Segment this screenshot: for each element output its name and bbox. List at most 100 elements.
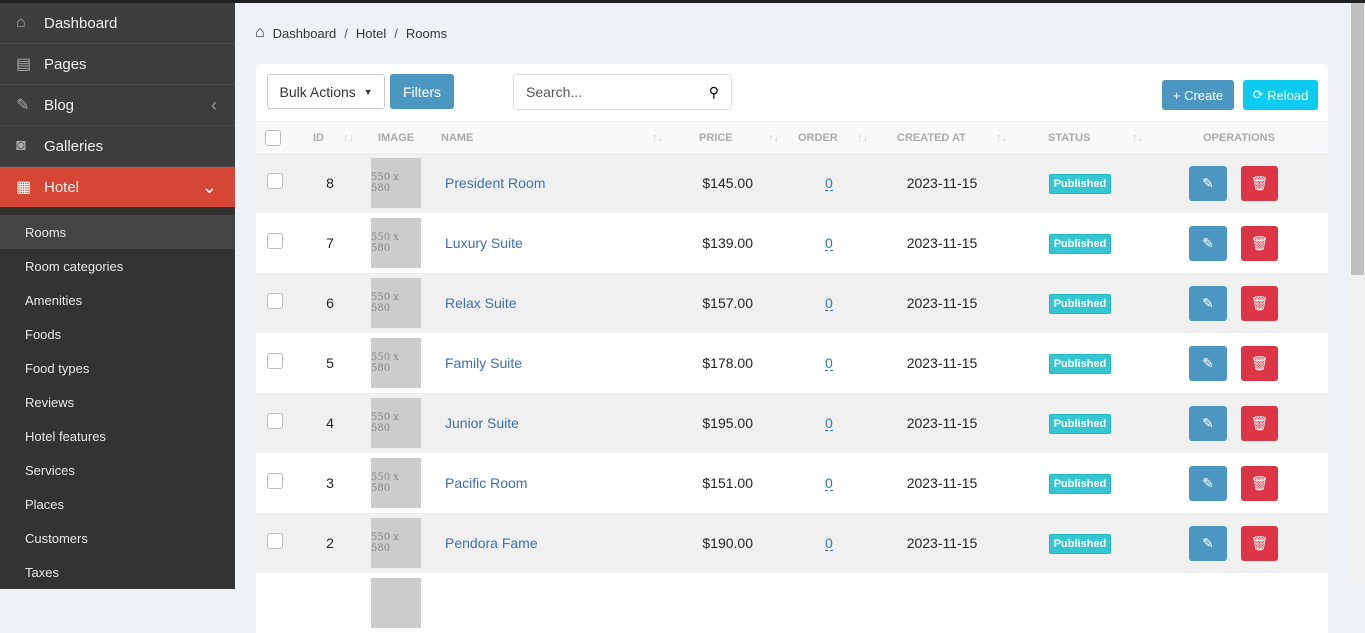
submenu-item[interactable]: Amenities bbox=[25, 292, 83, 308]
col-order[interactable]: ORDER bbox=[798, 132, 838, 144]
edit-button[interactable]: ✎ bbox=[1189, 166, 1227, 201]
breadcrumb-hotel[interactable]: Hotel bbox=[355, 25, 387, 41]
refresh-icon: ⟳ bbox=[1252, 87, 1264, 102]
search-input[interactable] bbox=[526, 84, 709, 100]
row-order-editable[interactable]: 0 bbox=[825, 295, 833, 311]
row-checkbox[interactable] bbox=[267, 173, 283, 189]
row-created-at: 2023-11-15 bbox=[906, 295, 978, 311]
submenu-item[interactable]: Hotel features bbox=[25, 428, 106, 444]
breadcrumb-dashboard[interactable]: Dashboard bbox=[272, 25, 337, 41]
rooms-table-card: Bulk Actions ▼ Filters ⚲ + Create ⟳ Relo… bbox=[256, 64, 1328, 633]
row-checkbox[interactable] bbox=[267, 233, 283, 249]
row-id: 3 bbox=[326, 475, 334, 491]
room-name-link[interactable]: Family Suite bbox=[445, 355, 523, 371]
row-order-editable[interactable]: 0 bbox=[825, 415, 833, 431]
edit-icon: ✎ bbox=[1202, 355, 1214, 371]
edit-icon: ✎ bbox=[1202, 535, 1214, 551]
submenu-item[interactable]: Customers bbox=[25, 530, 88, 546]
room-image-placeholder: 550 x 580 bbox=[371, 338, 421, 388]
row-order-editable[interactable]: 0 bbox=[825, 475, 833, 491]
reload-button[interactable]: ⟳ Reload bbox=[1243, 80, 1318, 110]
edit-button[interactable]: ✎ bbox=[1189, 346, 1227, 381]
delete-button[interactable]: 🗑 bbox=[1241, 406, 1278, 441]
filters-button[interactable]: Filters bbox=[390, 74, 454, 109]
sort-icon[interactable]: ↑↓ bbox=[996, 132, 1007, 144]
sort-icon[interactable]: ↑↓ bbox=[857, 132, 868, 144]
row-price: $151.00 bbox=[702, 475, 753, 491]
edit-button[interactable]: ✎ bbox=[1189, 406, 1227, 441]
sidebar-item-pages[interactable]: ▤ Pages bbox=[0, 44, 235, 85]
submenu-item[interactable]: Taxes bbox=[25, 564, 59, 580]
delete-button[interactable]: 🗑 bbox=[1241, 166, 1278, 201]
room-name-link[interactable]: Pendora Fame bbox=[445, 535, 538, 551]
sort-icon[interactable]: ↑↓ bbox=[652, 132, 663, 144]
row-created-at: 2023-11-15 bbox=[906, 535, 978, 551]
room-name-link[interactable]: Luxury Suite bbox=[445, 235, 523, 251]
breadcrumb: ⌂ Dashboard / Hotel / Rooms bbox=[255, 24, 448, 41]
submenu-item[interactable]: Room categories bbox=[25, 258, 124, 274]
delete-button[interactable]: 🗑 bbox=[1241, 466, 1278, 501]
sidebar-item-hotel[interactable]: ▦ Hotel ⌄ bbox=[0, 167, 235, 207]
room-image-placeholder: 550 x 580 bbox=[371, 218, 421, 268]
row-checkbox[interactable] bbox=[267, 353, 283, 369]
search-icon[interactable]: ⚲ bbox=[708, 83, 719, 100]
row-checkbox[interactable] bbox=[267, 413, 283, 429]
col-id[interactable]: ID bbox=[313, 132, 324, 144]
row-checkbox[interactable] bbox=[267, 473, 283, 489]
submenu-item[interactable]: Places bbox=[25, 496, 65, 512]
row-price: $195.00 bbox=[702, 415, 753, 431]
sort-icon[interactable]: ↑↓ bbox=[343, 132, 354, 144]
sort-icon[interactable]: ↑↓ bbox=[768, 132, 779, 144]
edit-button[interactable]: ✎ bbox=[1189, 526, 1227, 561]
room-name-link[interactable]: Junior Suite bbox=[445, 415, 519, 431]
room-name-link[interactable]: Relax Suite bbox=[445, 295, 517, 311]
col-status[interactable]: STATUS bbox=[1048, 132, 1091, 144]
status-badge: Published bbox=[1049, 174, 1111, 194]
edit-icon: ✎ bbox=[1202, 175, 1214, 191]
row-id: 4 bbox=[326, 415, 334, 431]
room-image-placeholder: 550 x 580 bbox=[371, 278, 421, 328]
sidebar-item-galleries[interactable]: ◙ Galleries bbox=[0, 126, 235, 167]
submenu-item[interactable]: Rooms bbox=[0, 215, 235, 249]
room-image-placeholder: 550 x 580 bbox=[371, 398, 421, 448]
trash-icon: 🗑 bbox=[1250, 295, 1269, 311]
col-created-at[interactable]: CREATED AT bbox=[897, 132, 966, 144]
edit-button[interactable]: ✎ bbox=[1189, 466, 1227, 501]
row-created-at: 2023-11-15 bbox=[906, 235, 978, 251]
row-checkbox[interactable] bbox=[267, 293, 283, 309]
delete-button[interactable]: 🗑 bbox=[1241, 286, 1278, 321]
row-checkbox[interactable] bbox=[267, 533, 283, 549]
sidebar-item-dashboard[interactable]: ⌂ Dashboard bbox=[0, 3, 235, 44]
edit-icon: ✎ bbox=[1202, 295, 1214, 311]
sort-icon[interactable]: ↑↓ bbox=[1132, 132, 1143, 144]
col-name[interactable]: NAME bbox=[441, 132, 474, 144]
row-order-editable[interactable]: 0 bbox=[825, 175, 833, 191]
create-button[interactable]: + Create bbox=[1162, 80, 1234, 110]
row-order-editable[interactable]: 0 bbox=[825, 535, 833, 551]
edit-button[interactable]: ✎ bbox=[1189, 226, 1227, 261]
scrollbar[interactable] bbox=[1350, 3, 1365, 582]
delete-button[interactable]: 🗑 bbox=[1241, 346, 1278, 381]
submenu-item[interactable]: Reviews bbox=[25, 394, 75, 410]
label: Blog bbox=[44, 96, 75, 114]
row-id: 8 bbox=[326, 175, 334, 191]
submenu-item[interactable]: Food types bbox=[25, 360, 90, 376]
submenu-item[interactable]: Services bbox=[25, 462, 75, 478]
submenu-item[interactable]: Foods bbox=[25, 326, 62, 342]
room-image-placeholder: 550 x 580 bbox=[371, 158, 421, 208]
edit-button[interactable]: ✎ bbox=[1189, 286, 1227, 321]
select-all-checkbox[interactable] bbox=[265, 130, 281, 146]
room-name-link[interactable]: President Room bbox=[445, 175, 546, 191]
delete-button[interactable]: 🗑 bbox=[1241, 526, 1278, 561]
col-price[interactable]: PRICE bbox=[699, 132, 733, 144]
scrollbar-thumb[interactable] bbox=[1351, 3, 1364, 275]
row-order-editable[interactable]: 0 bbox=[825, 235, 833, 251]
room-name-link[interactable]: Pacific Room bbox=[445, 475, 528, 491]
label: Dashboard bbox=[44, 14, 118, 32]
row-order-editable[interactable]: 0 bbox=[825, 355, 833, 371]
bulk-actions-dropdown[interactable]: Bulk Actions ▼ bbox=[267, 74, 385, 109]
sidebar-item-blog[interactable]: ✎ Blog ‹ bbox=[0, 85, 235, 126]
delete-button[interactable]: 🗑 bbox=[1241, 226, 1278, 261]
row-price: $139.00 bbox=[702, 235, 753, 251]
col-operations: OPERATIONS bbox=[1203, 132, 1275, 144]
